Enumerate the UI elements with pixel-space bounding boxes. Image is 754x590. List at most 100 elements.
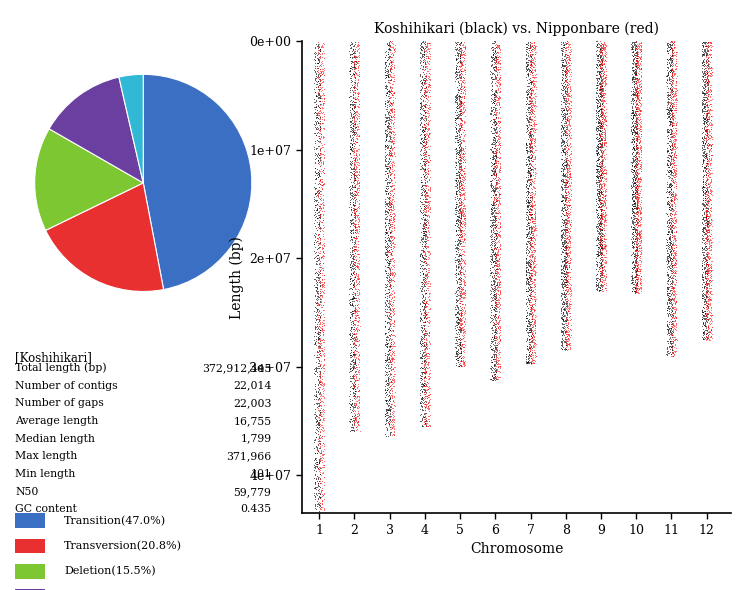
Point	[317, 346, 329, 356]
Point	[350, 54, 362, 64]
Point	[450, 74, 462, 84]
Point	[453, 181, 465, 191]
Point	[351, 186, 363, 196]
Point	[312, 207, 324, 217]
Point	[348, 399, 360, 409]
Point	[314, 135, 326, 144]
Point	[634, 145, 646, 154]
Point	[594, 144, 606, 153]
Point	[485, 126, 497, 136]
Point	[418, 361, 430, 371]
Point	[634, 255, 646, 264]
Point	[592, 226, 604, 235]
Point	[562, 226, 574, 235]
Point	[701, 152, 713, 162]
Point	[455, 101, 467, 111]
Point	[627, 222, 639, 232]
Point	[633, 95, 645, 104]
Point	[596, 167, 608, 176]
Point	[385, 359, 397, 369]
Point	[449, 64, 461, 73]
Point	[489, 309, 501, 319]
Point	[596, 91, 608, 101]
Point	[564, 124, 576, 133]
Point	[489, 51, 501, 60]
Point	[561, 201, 573, 210]
Point	[492, 356, 504, 366]
Point	[381, 311, 393, 320]
Point	[630, 191, 642, 201]
Point	[420, 342, 432, 351]
Point	[416, 286, 428, 296]
Point	[559, 339, 572, 348]
Point	[311, 83, 323, 92]
Point	[420, 72, 432, 81]
Point	[696, 227, 708, 236]
Point	[418, 63, 431, 72]
Point	[458, 262, 470, 271]
Point	[494, 330, 506, 339]
Point	[455, 68, 467, 78]
Point	[666, 185, 678, 194]
Point	[527, 109, 539, 118]
Point	[421, 71, 434, 81]
Point	[458, 189, 470, 198]
Point	[594, 66, 606, 76]
Point	[457, 359, 469, 369]
Point	[697, 329, 710, 338]
Point	[562, 145, 574, 154]
Point	[564, 296, 576, 306]
Point	[352, 140, 364, 150]
Point	[520, 299, 532, 308]
Point	[522, 220, 534, 230]
Point	[348, 63, 360, 72]
Point	[380, 245, 392, 254]
Point	[697, 225, 709, 234]
Point	[669, 94, 681, 103]
Point	[561, 128, 573, 137]
Point	[697, 181, 709, 191]
Point	[493, 280, 505, 290]
Point	[345, 350, 357, 360]
Point	[630, 85, 642, 94]
Point	[667, 195, 679, 205]
Point	[422, 163, 434, 172]
Point	[455, 201, 467, 210]
Point	[315, 421, 327, 430]
Point	[700, 284, 712, 294]
Point	[560, 237, 572, 246]
Point	[309, 42, 321, 51]
Point	[595, 188, 607, 198]
Point	[630, 242, 642, 251]
Point	[599, 96, 611, 105]
Point	[630, 115, 642, 124]
Point	[635, 287, 647, 296]
Point	[522, 296, 534, 305]
Point	[347, 349, 359, 359]
Point	[310, 466, 322, 476]
Point	[317, 115, 329, 124]
Point	[633, 124, 645, 133]
Point	[386, 115, 398, 124]
Point	[415, 56, 427, 65]
Point	[454, 51, 466, 61]
Point	[316, 326, 328, 335]
Point	[595, 234, 607, 244]
Point	[383, 418, 395, 428]
Point	[555, 291, 567, 301]
Point	[556, 184, 569, 194]
Point	[627, 171, 639, 181]
Point	[664, 179, 676, 189]
Point	[309, 67, 321, 77]
Point	[697, 107, 710, 116]
Point	[454, 53, 466, 63]
Point	[457, 77, 469, 86]
Point	[698, 46, 710, 55]
Point	[701, 143, 713, 152]
Point	[662, 38, 674, 48]
Point	[312, 342, 324, 351]
Point	[596, 228, 608, 237]
Point	[594, 45, 606, 55]
Point	[632, 149, 644, 159]
Point	[384, 193, 396, 202]
